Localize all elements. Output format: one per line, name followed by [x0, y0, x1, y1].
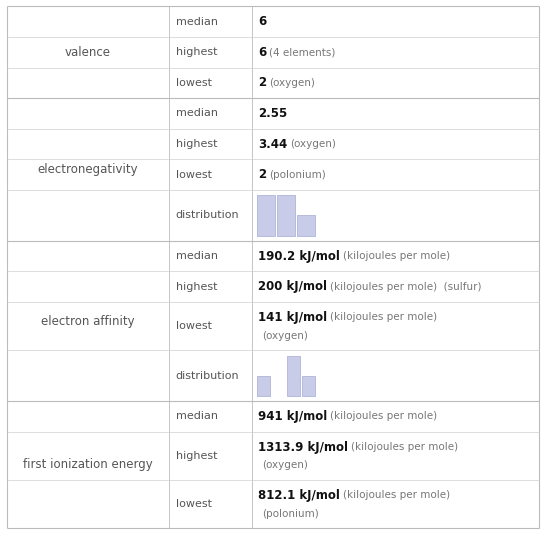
Text: lowest: lowest	[176, 170, 212, 180]
Bar	[277, 195, 295, 235]
Bar	[302, 376, 316, 396]
Text: 6: 6	[258, 15, 266, 28]
Text: (kilojoules per mole): (kilojoules per mole)	[343, 490, 450, 500]
Text: (kilojoules per mole): (kilojoules per mole)	[351, 442, 458, 452]
Text: 141 kJ/mol: 141 kJ/mol	[258, 311, 328, 324]
Text: valence: valence	[65, 46, 111, 59]
Text: (kilojoules per mole): (kilojoules per mole)	[330, 411, 437, 422]
Bar	[257, 195, 275, 235]
Text: (polonium): (polonium)	[263, 509, 319, 518]
Text: lowest: lowest	[176, 499, 212, 509]
Text: first ionization energy: first ionization energy	[23, 458, 153, 471]
Text: (oxygen): (oxygen)	[263, 461, 308, 470]
Text: 190.2 kJ/mol: 190.2 kJ/mol	[258, 250, 340, 263]
Text: 6: 6	[258, 46, 266, 59]
Text: (kilojoules per mole): (kilojoules per mole)	[343, 251, 450, 261]
Bar	[287, 356, 300, 396]
Text: (oxygen): (oxygen)	[269, 78, 315, 88]
Text: median: median	[176, 251, 218, 261]
Text: 2: 2	[258, 77, 266, 89]
Text: (kilojoules per mole): (kilojoules per mole)	[330, 312, 437, 323]
Text: (oxygen): (oxygen)	[290, 139, 336, 149]
Text: 812.1 kJ/mol: 812.1 kJ/mol	[258, 489, 340, 502]
Text: highest: highest	[176, 282, 217, 292]
Text: distribution: distribution	[176, 210, 239, 220]
Text: 941 kJ/mol: 941 kJ/mol	[258, 410, 328, 423]
Text: 200 kJ/mol: 200 kJ/mol	[258, 280, 327, 293]
Text: 2: 2	[258, 168, 266, 181]
Text: median: median	[176, 411, 218, 422]
Text: lowest: lowest	[176, 78, 212, 88]
Bar	[297, 216, 315, 235]
Text: lowest: lowest	[176, 321, 212, 331]
Text: (polonium): (polonium)	[269, 170, 326, 180]
Text: (4 elements): (4 elements)	[269, 47, 336, 57]
Text: 3.44: 3.44	[258, 137, 288, 150]
Text: highest: highest	[176, 139, 217, 149]
Text: electronegativity: electronegativity	[38, 163, 138, 176]
Text: distribution: distribution	[176, 371, 239, 381]
Text: highest: highest	[176, 47, 217, 57]
Text: median: median	[176, 109, 218, 118]
Text: (kilojoules per mole)  (sulfur): (kilojoules per mole) (sulfur)	[330, 282, 482, 292]
Text: electron affinity: electron affinity	[41, 315, 135, 327]
Text: highest: highest	[176, 451, 217, 461]
Text: median: median	[176, 17, 218, 27]
Text: (oxygen): (oxygen)	[263, 331, 308, 341]
Text: 2.55: 2.55	[258, 107, 288, 120]
Text: 1313.9 kJ/mol: 1313.9 kJ/mol	[258, 441, 348, 454]
Bar	[257, 376, 270, 396]
